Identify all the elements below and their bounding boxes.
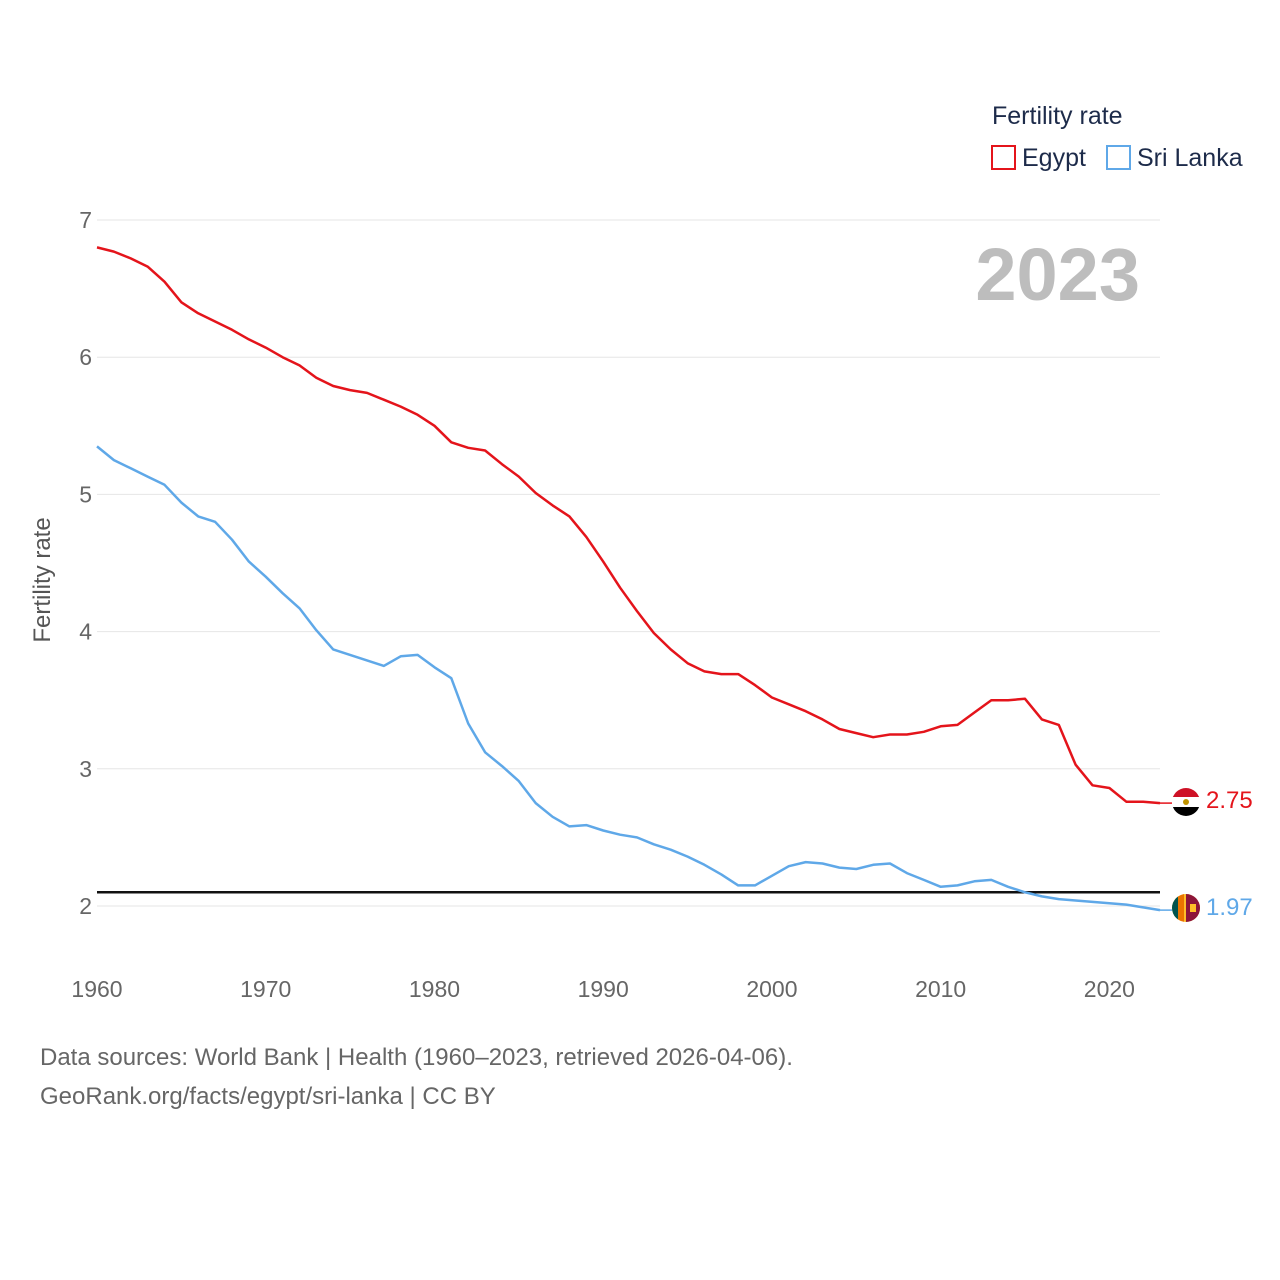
year-label: 2023 xyxy=(975,233,1140,316)
footer-attribution: GeoRank.org/facts/egypt/sri-lanka | CC B… xyxy=(40,1083,496,1110)
sri-lanka-flag-icon xyxy=(1172,894,1200,922)
y-tick-label: 4 xyxy=(79,619,92,645)
series-layer xyxy=(96,246,1172,912)
series-line-egypt[interactable] xyxy=(96,246,1161,805)
x-axis-ticks: 1960 1970 1980 1990 2000 2010 2020 xyxy=(71,976,1135,1002)
y-tick-label: 3 xyxy=(79,756,92,782)
y-tick-label: 2 xyxy=(79,893,92,919)
footer-source: Data sources: World Bank | Health (1960–… xyxy=(40,1044,793,1071)
y-tick-label: 7 xyxy=(79,207,92,233)
legend: Fertility rate Egypt Sri Lanka xyxy=(991,102,1243,172)
x-tick-label: 2020 xyxy=(1084,976,1135,1002)
gridlines xyxy=(97,219,1160,907)
legend-label-egypt: Egypt xyxy=(1022,144,1086,172)
legend-item-sri-lanka[interactable]: Sri Lanka xyxy=(1106,144,1243,172)
end-value-sri-lanka: 1.97 xyxy=(1206,894,1253,921)
x-tick-label: 2000 xyxy=(746,976,797,1002)
x-tick-label: 1970 xyxy=(240,976,291,1002)
y-axis-ticks: 2 3 4 5 6 7 xyxy=(79,207,92,919)
legend-title: Fertility rate xyxy=(992,102,1123,130)
series-line-sri-lanka[interactable] xyxy=(96,445,1161,912)
y-axis-title: Fertility rate xyxy=(29,517,56,642)
legend-item-egypt[interactable]: Egypt xyxy=(991,144,1086,172)
y-tick-label: 6 xyxy=(79,344,92,370)
legend-label-sri-lanka: Sri Lanka xyxy=(1137,144,1243,172)
x-tick-label: 2010 xyxy=(915,976,966,1002)
legend-swatch-egypt xyxy=(991,145,1016,170)
egypt-flag-icon xyxy=(1172,788,1200,816)
x-tick-label: 1960 xyxy=(71,976,122,1002)
legend-swatch-sri-lanka xyxy=(1106,145,1131,170)
x-tick-label: 1990 xyxy=(578,976,629,1002)
x-tick-label: 1980 xyxy=(409,976,460,1002)
y-tick-label: 5 xyxy=(79,481,92,507)
end-value-egypt: 2.75 xyxy=(1206,787,1253,814)
